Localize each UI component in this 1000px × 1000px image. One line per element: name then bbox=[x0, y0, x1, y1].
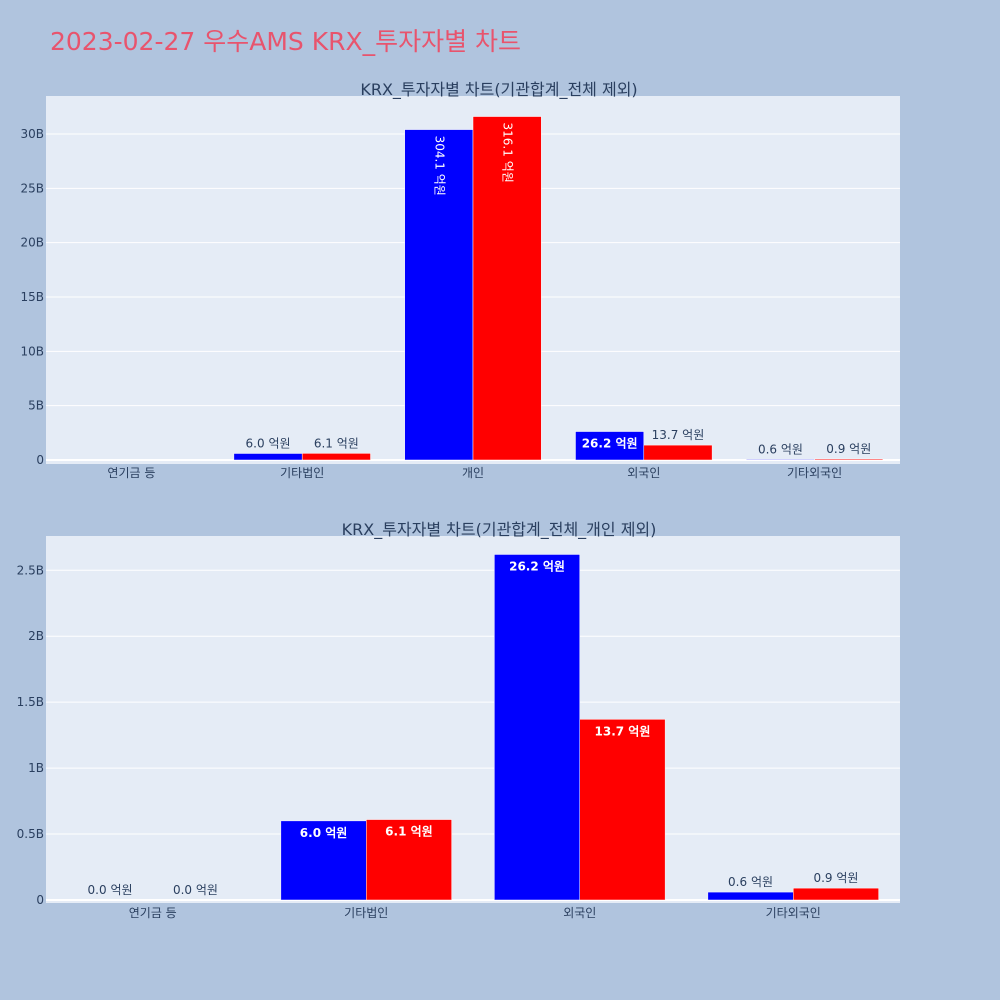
x-tick-label: 외국인 bbox=[627, 466, 660, 480]
chart-top: 0 5B 10B 15B 20B 25B 30B KRX_투자자별 차트(기관합계_전체 제외… bbox=[20, 80, 900, 480]
bar bbox=[494, 554, 581, 901]
bar bbox=[280, 820, 367, 901]
bar bbox=[301, 453, 371, 461]
y-tick-label: 2B bbox=[28, 629, 44, 643]
y-tick-label: 10B bbox=[20, 344, 44, 358]
data-label: 13.7 억원 bbox=[595, 724, 651, 738]
data-label: 0.0 억원 bbox=[173, 883, 218, 897]
bar bbox=[814, 458, 884, 461]
chart-subtitle: KRX_투자자별 차트(기관합계_전체_개인 제외) bbox=[342, 520, 657, 540]
y-tick-label: 15B bbox=[20, 290, 44, 304]
x-tick-label: 개인 bbox=[462, 466, 484, 480]
data-label: 26.2 억원 bbox=[582, 437, 638, 451]
data-label: 0.0 억원 bbox=[88, 883, 133, 897]
y-tick-label: 0.5B bbox=[17, 827, 44, 841]
data-label: 0.6 억원 bbox=[728, 875, 773, 889]
y-tick-label: 5B bbox=[28, 399, 44, 413]
x-tick-label: 기타법인 bbox=[344, 906, 388, 920]
y-tick-label: 25B bbox=[20, 181, 44, 195]
bar bbox=[404, 129, 474, 461]
data-label: 304.1 억원 bbox=[432, 136, 446, 196]
data-label: 6.1 억원 bbox=[314, 436, 359, 450]
data-label: 13.7 억원 bbox=[652, 428, 705, 442]
page-title: 2023-02-27 우수AMS KRX_투자자별 차트 bbox=[50, 27, 522, 56]
data-label: 6.1 억원 bbox=[385, 825, 433, 839]
data-label: 316.1 억원 bbox=[501, 123, 515, 183]
data-label: 0.9 억원 bbox=[826, 442, 871, 456]
x-tick-label: 외국인 bbox=[563, 906, 596, 920]
y-tick-label: 2.5B bbox=[17, 563, 44, 577]
x-tick-label: 연기금 등 bbox=[107, 466, 155, 480]
x-tick-label: 연기금 등 bbox=[129, 906, 177, 920]
y-tick-label: 0 bbox=[36, 893, 44, 907]
data-label: 6.0 억원 bbox=[246, 436, 291, 450]
y-tick-label: 1B bbox=[28, 761, 44, 775]
x-tick-label: 기타외국인 bbox=[766, 906, 821, 920]
y-tick-label: 30B bbox=[20, 127, 44, 141]
y-tick-label: 0 bbox=[36, 453, 44, 467]
data-label: 26.2 억원 bbox=[509, 559, 565, 573]
bar bbox=[472, 116, 542, 461]
y-tick-label: 1.5B bbox=[17, 695, 44, 709]
plot-background bbox=[46, 536, 900, 903]
bar bbox=[707, 891, 794, 901]
bar bbox=[366, 819, 452, 901]
y-tick-label: 20B bbox=[20, 236, 44, 250]
bar bbox=[643, 444, 713, 461]
data-label: 0.6 억원 bbox=[758, 442, 803, 456]
data-label: 0.9 억원 bbox=[813, 871, 858, 885]
x-tick-label: 기타외국인 bbox=[787, 466, 842, 480]
bar bbox=[575, 431, 645, 461]
data-label: 6.0 억원 bbox=[300, 826, 348, 840]
bar bbox=[579, 719, 666, 901]
bar bbox=[793, 887, 879, 901]
chart-subtitle: KRX_투자자별 차트(기관합계_전체 제외) bbox=[360, 80, 637, 100]
x-tick-label: 기타법인 bbox=[280, 466, 324, 480]
